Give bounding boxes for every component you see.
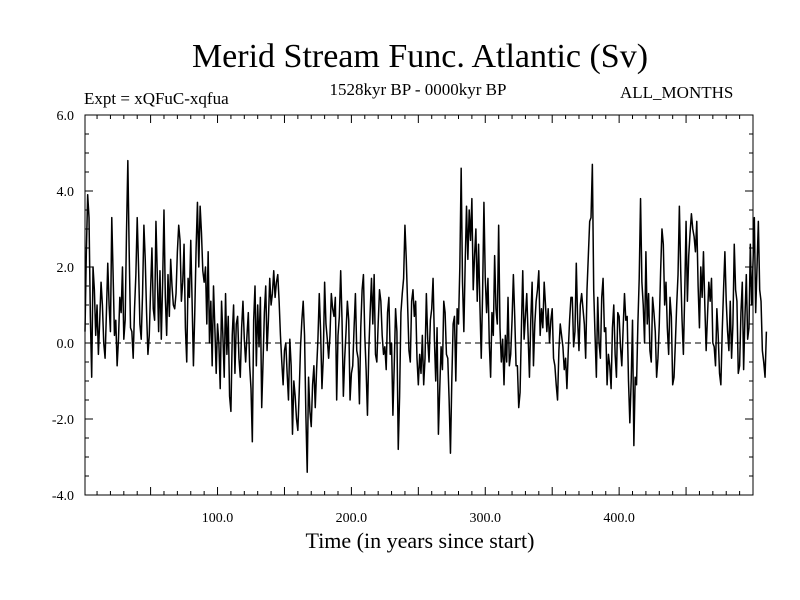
y-tick-label: -2.0 (52, 413, 74, 428)
x-tick-label: 100.0 (202, 511, 234, 526)
plot-area (84, 159, 768, 473)
series-line (84, 159, 768, 473)
y-axis: -4.0 -2.0 0.0 2.0 4.0 6.0 (52, 109, 753, 504)
x-tick-label: 300.0 (470, 511, 502, 526)
y-tick-label: 4.0 (57, 185, 75, 200)
chart-title: Merid Stream Func. Atlantic (Sv) (191, 38, 649, 75)
x-tick-label: 200.0 (336, 511, 368, 526)
experiment-label: Expt = xQFuC-xqfua (84, 89, 229, 108)
y-tick-label: 0.0 (57, 337, 75, 352)
time-period-label: 1528kyr BP - 0000kyr BP (329, 80, 507, 99)
x-tick-label: 400.0 (603, 511, 635, 526)
x-axis-title: Time (in years since start) (305, 528, 535, 553)
y-tick-label: 6.0 (57, 109, 75, 124)
y-tick-label: -4.0 (52, 489, 74, 504)
x-axis: 100.0 200.0 300.0 400.0 (96, 115, 754, 526)
months-label: ALL_MONTHS (620, 83, 734, 102)
y-tick-label: 2.0 (57, 261, 75, 276)
